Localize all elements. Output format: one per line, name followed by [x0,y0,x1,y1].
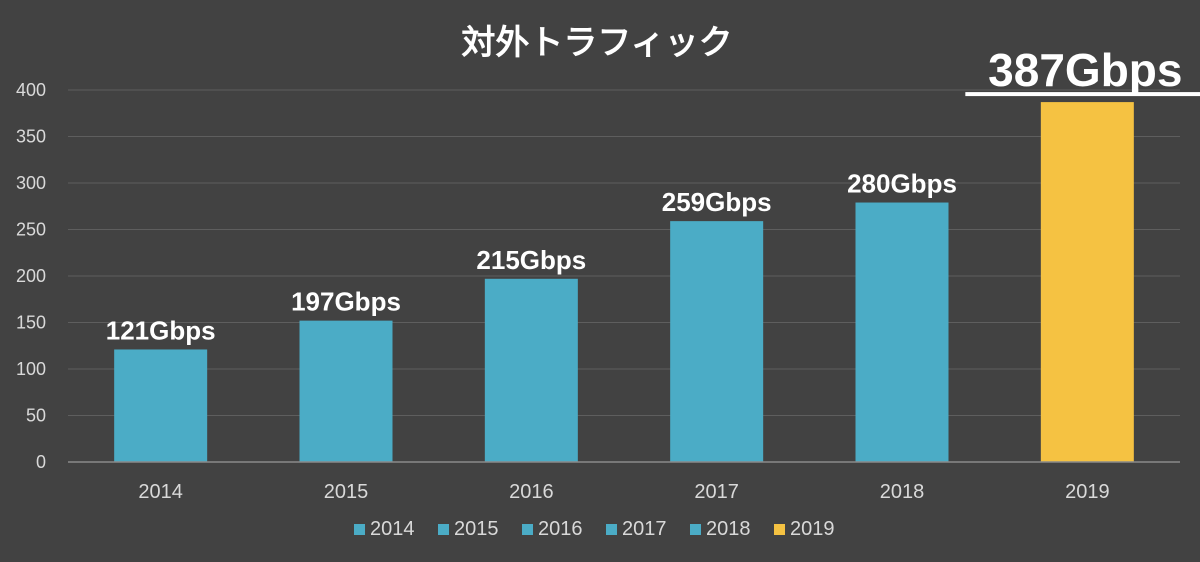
data-label-2017: 259Gbps [662,187,772,217]
legend-label-2018: 2018 [706,518,751,540]
data-label-2015: 197Gbps [291,287,401,317]
highlight-underline [965,92,1200,97]
y-tick-label: 150 [16,313,46,333]
y-axis-ticks: 0 50 100 150 200 250 300 350 400 [16,80,46,472]
x-category-label: 2017 [694,481,739,503]
x-category-label: 2015 [324,481,369,503]
x-axis-categories: 2014 2015 2016 2017 2018 2019 [138,481,1109,503]
legend-swatch-2017 [606,524,617,535]
data-label-2014: 121Gbps [106,315,216,345]
chart-title: 対外トラフィック [461,23,732,63]
bar-2015 [299,320,393,462]
legend-label-2019: 2019 [790,518,835,540]
x-category-label: 2014 [138,481,183,503]
y-tick-label: 400 [16,80,46,100]
data-labels: 121Gbps 197Gbps 215Gbps 259Gbps 280Gbps 387Gb… [106,44,1200,345]
y-tick-label: 350 [16,127,46,147]
y-tick-label: 0 [36,452,46,472]
legend-swatch-2014 [354,524,365,535]
y-tick-label: 100 [16,359,46,379]
legend-swatch-2019 [774,524,785,535]
legend-label-2014: 2014 [370,518,415,540]
x-category-label: 2019 [1065,481,1110,503]
x-category-label: 2018 [880,481,925,503]
legend-label-2015: 2015 [454,518,499,540]
data-label-2019: 387Gbps [988,44,1182,96]
y-tick-label: 300 [16,173,46,193]
grid-lines [68,89,1180,416]
bar-2016 [484,278,578,462]
y-tick-label: 50 [26,406,46,426]
x-category-label: 2016 [509,481,554,503]
data-label-2016: 215Gbps [476,245,586,275]
legend-label-2016: 2016 [538,518,583,540]
bar-2018 [855,202,949,462]
data-label-2018: 280Gbps [847,169,957,199]
legend-swatch-2016 [522,524,533,535]
legend-swatch-2018 [690,524,701,535]
bar-2017 [670,221,764,462]
bar-2014 [114,349,208,462]
y-tick-label: 250 [16,220,46,240]
bar-2019 [1040,102,1134,462]
legend-label-2017: 2017 [622,518,667,540]
legend-swatch-2015 [438,524,449,535]
legend: 2014 2015 2016 2017 2018 2019 [354,518,835,540]
bars [114,102,1134,462]
y-tick-label: 200 [16,266,46,286]
